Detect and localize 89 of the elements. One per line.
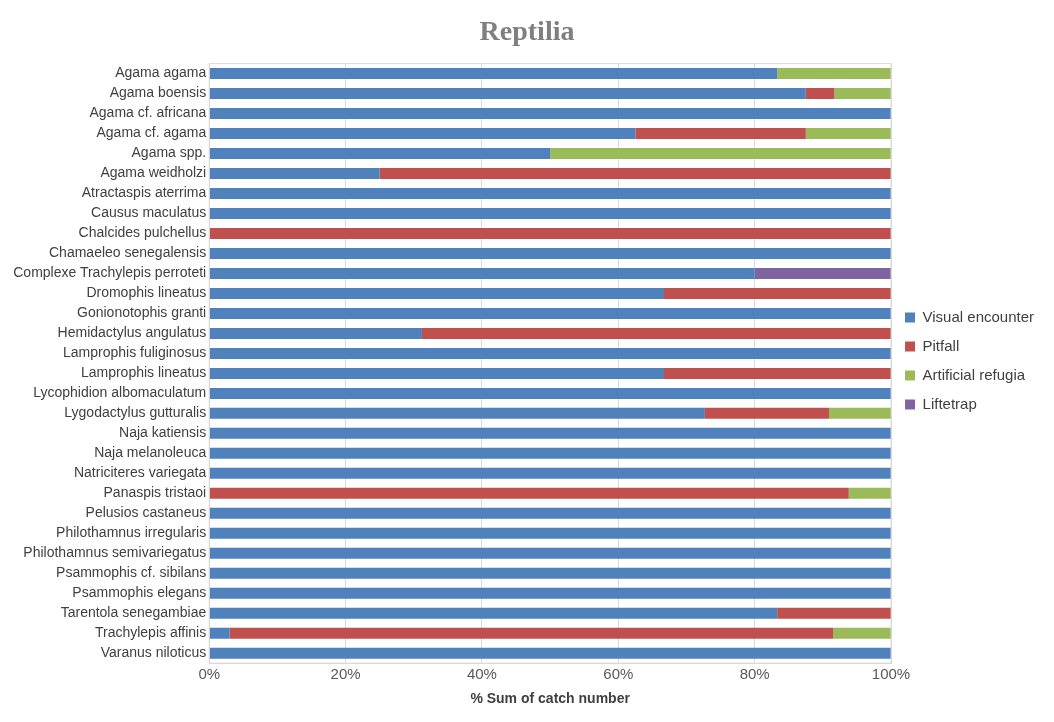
- bar: [209, 188, 892, 200]
- bar: [209, 487, 849, 499]
- y-tick-label: Chalcides pulchellus: [78, 224, 207, 241]
- bar: [209, 447, 892, 459]
- chart-title: Reptilia: [479, 15, 575, 47]
- bar: [635, 128, 806, 140]
- y-tick-label: Chamaeleo senegalensis: [49, 244, 207, 261]
- bar: [209, 607, 778, 619]
- bar: [209, 467, 892, 479]
- bar: [777, 607, 892, 619]
- bar: [805, 128, 892, 140]
- bar: [848, 487, 892, 499]
- bar: [209, 287, 664, 299]
- x-tick-label: 80%: [739, 665, 770, 683]
- x-tick-label: 20%: [330, 665, 361, 683]
- y-tick-label: Agama weidholzi: [100, 164, 207, 181]
- bar: [209, 108, 892, 120]
- legend-label: Visual encounter: [922, 307, 1034, 325]
- y-tick-label: Atractaspis aterrima: [81, 184, 207, 201]
- bar: [209, 327, 422, 339]
- legend-label: Artificial refugia: [922, 365, 1026, 383]
- x-axis-title: % Sum of catch number: [470, 690, 631, 707]
- bar: [209, 247, 892, 259]
- bar: [550, 148, 892, 160]
- x-tick-label: 100%: [871, 665, 911, 683]
- bar: [209, 387, 892, 399]
- bar: [209, 547, 892, 559]
- bar: [209, 227, 892, 239]
- bar: [777, 68, 892, 80]
- bar: [209, 168, 380, 180]
- y-tick-label: Trachylepis affinis: [94, 624, 207, 641]
- bar: [209, 88, 806, 100]
- bar: [209, 567, 892, 579]
- x-tick-label: 40%: [466, 665, 497, 683]
- y-tick-label: Pelusios castaneus: [85, 504, 207, 521]
- y-tick-label: Dromophis lineatus: [86, 284, 207, 301]
- bar: [828, 407, 892, 419]
- y-tick-label: Agama agama: [115, 64, 207, 81]
- bar: [833, 627, 892, 639]
- bar: [209, 627, 230, 639]
- legend-label: Liftetrap: [922, 394, 977, 412]
- x-tick-label: 60%: [603, 665, 634, 683]
- y-tick-label: Lycophidion albomaculatum: [33, 384, 207, 401]
- y-tick-label: Natriciteres variegata: [73, 464, 207, 481]
- y-tick-label: Agama spp.: [131, 144, 207, 161]
- x-tick-label: 0%: [198, 665, 221, 683]
- bar: [209, 307, 892, 319]
- bar: [209, 427, 892, 439]
- y-tick-label: Causus maculatus: [91, 204, 207, 221]
- bar: [805, 88, 835, 100]
- y-tick-label: Varanus niloticus: [100, 644, 207, 661]
- y-tick-label: Panaspis tristaoi: [103, 484, 207, 501]
- bar: [209, 367, 664, 379]
- y-tick-label: Psammophis cf. sibilans: [56, 564, 207, 581]
- y-tick-label: Philothamnus irregularis: [56, 524, 207, 541]
- y-tick-label: Tarentola senegambiae: [60, 604, 207, 621]
- bar: [209, 208, 892, 219]
- y-tick-label: Agama cf. agama: [96, 124, 207, 141]
- bar: [209, 507, 892, 519]
- bar: [209, 347, 892, 359]
- y-tick-label: Agama cf. africana: [89, 104, 207, 121]
- bar: [663, 287, 892, 299]
- bar: [209, 148, 551, 160]
- bar: [754, 267, 892, 279]
- y-tick-label: Gonionotophis granti: [77, 304, 207, 321]
- y-tick-label: Agama boensis: [109, 84, 207, 101]
- legend-label: Pitfall: [922, 336, 960, 354]
- bar: [704, 407, 829, 419]
- bar: [209, 267, 755, 279]
- y-tick-label: Lygodactylus gutturalis: [64, 404, 207, 421]
- bar: [663, 367, 892, 379]
- bar: [209, 407, 705, 419]
- y-tick-label: Lamprophis lineatus: [80, 364, 207, 381]
- y-tick-label: Naja melanoleuca: [94, 444, 207, 461]
- bar: [209, 128, 636, 140]
- y-tick-label: Naja katiensis: [119, 424, 207, 441]
- bar: [209, 527, 892, 539]
- bar: [209, 587, 892, 599]
- bar: [421, 327, 892, 339]
- y-tick-label: Psammophis elegans: [72, 584, 207, 601]
- bar: [229, 627, 834, 639]
- y-tick-label: Philothamnus semivariegatus: [23, 544, 207, 561]
- bar: [209, 647, 892, 659]
- y-tick-label: Lamprophis fuliginosus: [63, 344, 207, 361]
- bar: [379, 168, 892, 180]
- bar: [209, 68, 778, 80]
- y-tick-label: Complexe Trachylepis perroteti: [13, 264, 207, 281]
- y-tick-label: Hemidactylus angulatus: [57, 324, 207, 341]
- bar: [834, 88, 892, 100]
